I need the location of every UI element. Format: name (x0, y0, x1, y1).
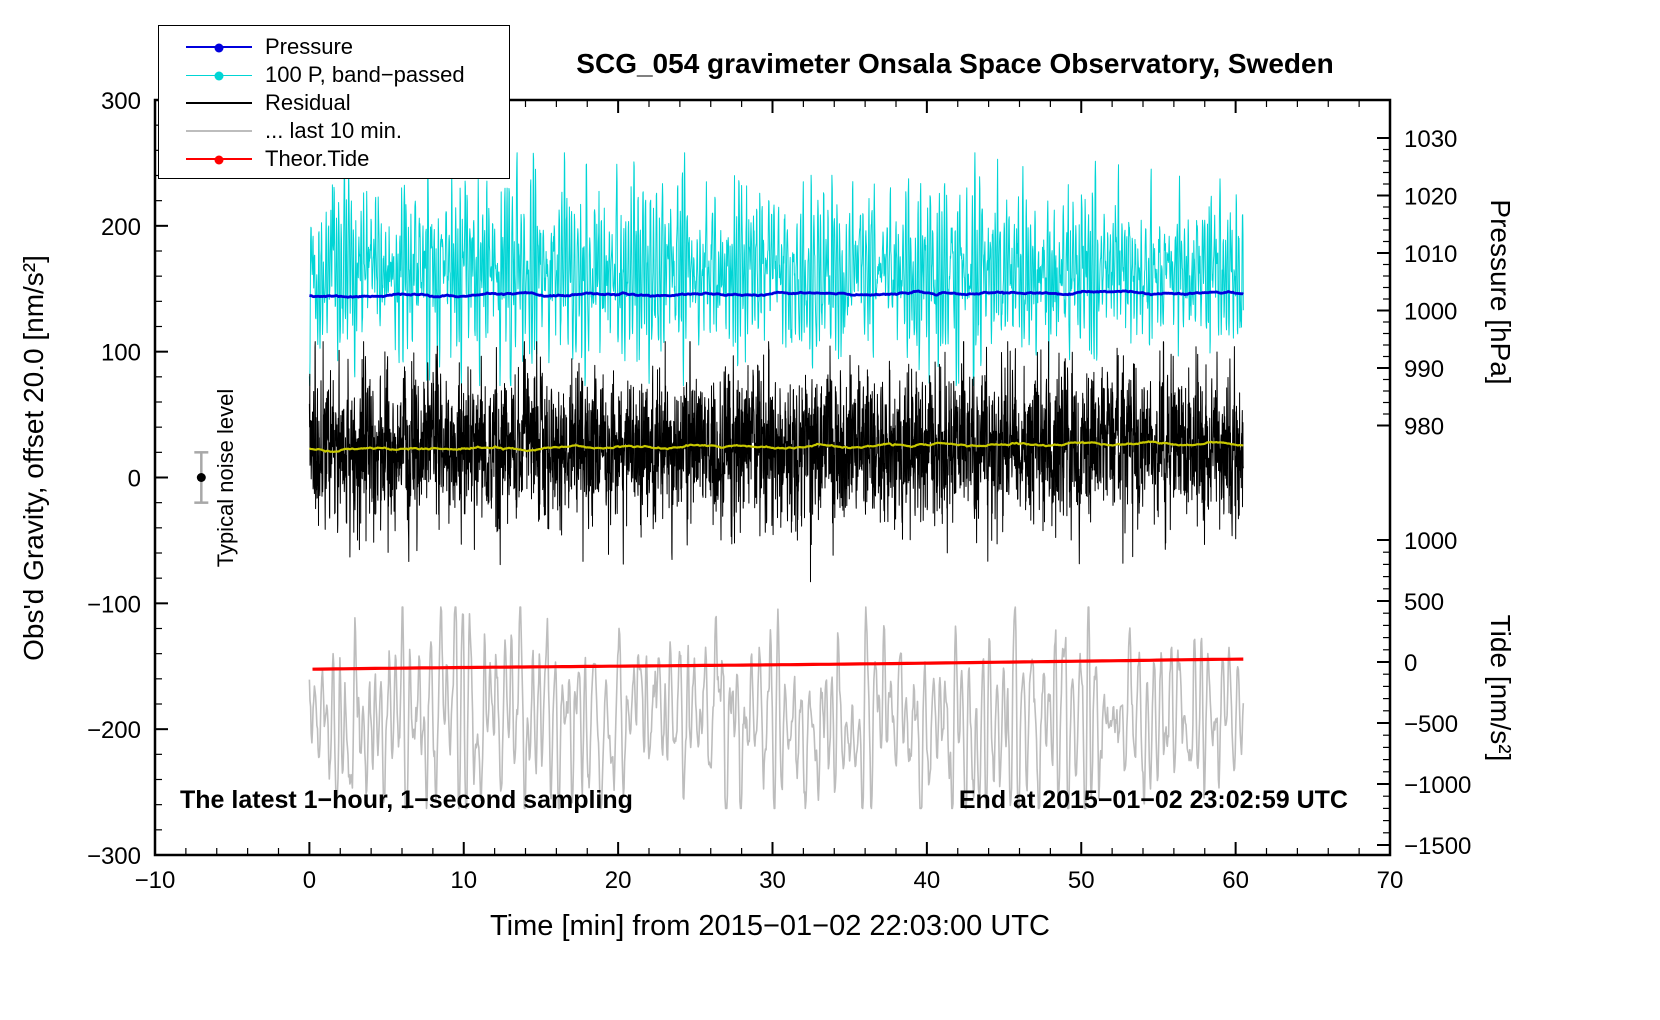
tick-label: 1000 (1404, 528, 1457, 555)
legend-label: Residual (265, 90, 351, 115)
tick-label: 980 (1404, 414, 1444, 441)
noise-level-dot-icon (196, 473, 206, 482)
tick-label: 100 (101, 340, 141, 367)
pressure-axis-label: Pressure [hPa] (1485, 199, 1516, 385)
tick-label: 40 (914, 867, 941, 894)
series-last-10-min (308, 606, 1245, 810)
legend-line-100-p-band-passed-icon (186, 71, 252, 80)
legend-label: ... last 10 min. (265, 118, 402, 143)
legend-line-pressure-icon (186, 43, 252, 53)
tick-label: 60 (1222, 867, 1249, 894)
legend: Pressure 100 P, band−passed Residual ... la… (158, 25, 510, 179)
legend-line-last-10-min-icon (186, 130, 252, 132)
tick-label: −300 (87, 843, 141, 870)
tick-label: 10 (450, 867, 477, 894)
tick-label: 500 (1404, 589, 1444, 616)
legend-item-last-10-min: ... last 10 min. (159, 117, 509, 145)
tick-label: −10 (135, 867, 176, 894)
series-residual (308, 341, 1244, 583)
legend-dot-100-p-band-passed-icon (214, 71, 224, 80)
legend-item-100-p-band-passed: 100 P, band−passed (159, 61, 509, 89)
noise-level-annotation: Typical noise level (213, 388, 238, 568)
tick-label: 20 (605, 867, 632, 894)
series-100-p-band-passed (308, 152, 1244, 387)
tick-label: −200 (87, 717, 141, 744)
legend-line-theor-tide-icon (186, 155, 252, 165)
tick-label: 1020 (1404, 184, 1457, 211)
tick-label: 50 (1068, 867, 1095, 894)
tick-label: −500 (1404, 711, 1458, 738)
legend-item-residual: Residual (159, 89, 509, 117)
series-residual-mean-yellow (309, 440, 1244, 453)
tick-label: 200 (101, 214, 141, 241)
tick-label: −100 (87, 591, 141, 618)
left-axis-label: Obs'd Gravity, offset 20.0 [nm/s²] (18, 255, 49, 661)
noise-level-marker (194, 451, 209, 504)
tide-axis-label: Tide [nm/s²] (1485, 614, 1516, 762)
legend-label: Theor.Tide (265, 146, 370, 171)
tick-label: −1500 (1404, 833, 1471, 860)
tick-label: 1030 (1404, 126, 1457, 153)
tick-label: 1010 (1404, 241, 1457, 268)
legend-dot-pressure-icon (214, 43, 224, 53)
tick-label: 30 (759, 867, 786, 894)
legend-label: Pressure (265, 34, 354, 59)
plot-frame (153, 98, 1392, 857)
series-theor-tide (312, 657, 1244, 671)
legend-item-pressure: Pressure (159, 33, 509, 61)
tick-label: 300 (101, 88, 141, 115)
chart-title: SCG_054 gravimeter Onsala Space Observat… (576, 48, 1334, 79)
tick-label: 0 (1404, 650, 1417, 677)
sampling-annotation: The latest 1−hour, 1−second sampling (180, 786, 633, 814)
legend-line-residual-icon (186, 102, 252, 104)
tick-label: 70 (1377, 867, 1404, 894)
x-axis-label: Time [min] from 2015−01−02 22:03:00 UTC (490, 910, 1050, 942)
tick-label: 990 (1404, 356, 1444, 383)
legend-item-theor-tide: Theor.Tide (159, 145, 509, 173)
tick-label: 1000 (1404, 299, 1457, 326)
series-pressure (309, 289, 1244, 299)
tick-label: 0 (303, 867, 316, 894)
legend-dot-theor-tide-icon (214, 155, 224, 165)
end-time-annotation: End at 2015−01−02 23:02:59 UTC (958, 786, 1348, 814)
tick-label: 0 (128, 466, 141, 493)
data-series-group (308, 152, 1245, 810)
legend-label: 100 P, band−passed (265, 62, 465, 87)
tick-label: −1000 (1404, 772, 1471, 799)
tick-labels: −10 0 10 20 30 40 50 60 70−300−200−1000100200300… (87, 88, 1471, 894)
